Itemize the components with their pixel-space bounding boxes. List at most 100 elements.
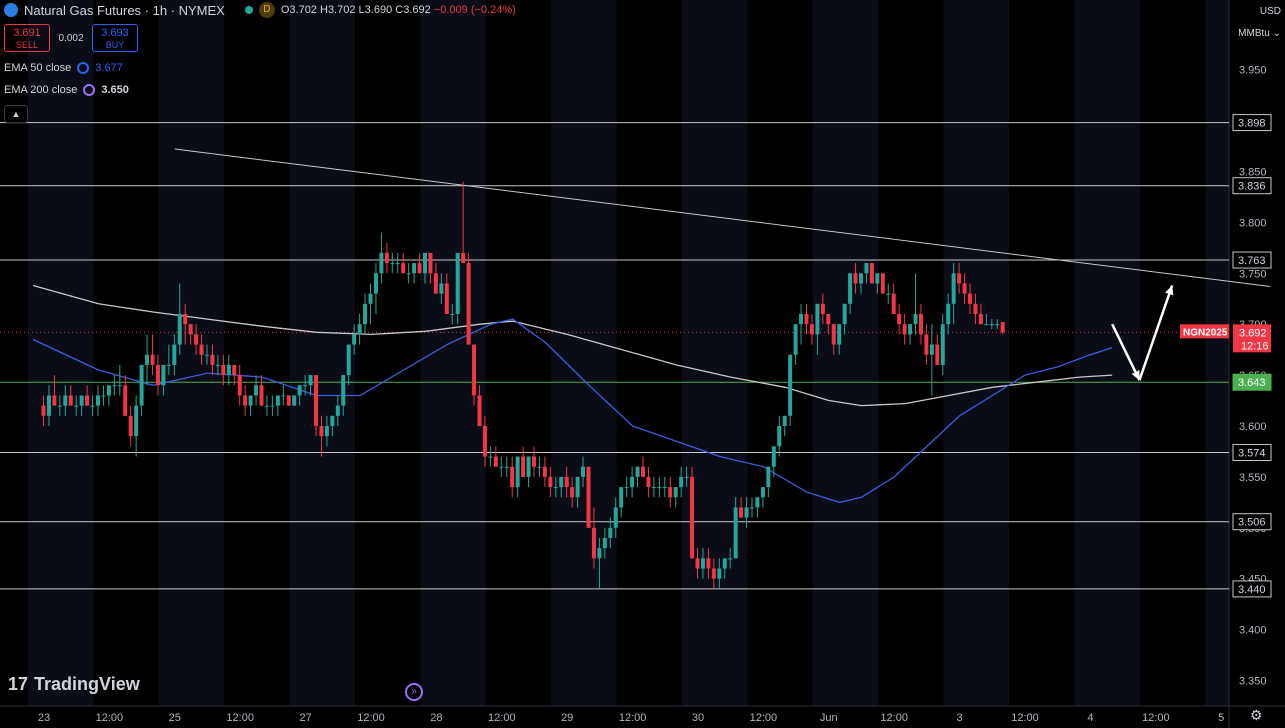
candle-body xyxy=(85,395,90,406)
candle xyxy=(134,395,139,457)
indicator-ema200[interactable]: EMA 200 close 3.650 xyxy=(4,84,129,96)
candle xyxy=(210,344,215,376)
go-to-realtime-icon[interactable]: » xyxy=(405,683,423,701)
candle-body xyxy=(777,426,782,447)
candle xyxy=(455,252,460,325)
candle xyxy=(586,466,591,528)
candle xyxy=(319,415,324,457)
time-tick-label: 12:00 xyxy=(96,712,124,724)
candle-body xyxy=(395,263,400,265)
candle-body xyxy=(417,263,422,274)
candle-body xyxy=(172,344,177,365)
unit-selector[interactable]: MMBtu ⌄ xyxy=(1238,28,1281,39)
symbol-title[interactable]: Natural Gas Futures · 1h · NYMEX xyxy=(24,2,225,18)
candle-body xyxy=(630,476,635,488)
candle xyxy=(330,415,335,437)
candle xyxy=(117,364,122,396)
candle xyxy=(809,314,814,345)
price-tick-label: 3.850 xyxy=(1239,166,1267,178)
candle xyxy=(335,395,340,426)
session-band xyxy=(551,0,617,706)
candle xyxy=(128,405,133,447)
candle-body xyxy=(902,324,907,335)
candle xyxy=(891,283,896,314)
candle-body xyxy=(79,395,84,406)
candle xyxy=(466,252,471,345)
candle xyxy=(112,375,117,396)
candle-body xyxy=(215,364,220,366)
candle-body xyxy=(537,466,542,468)
indicator-ema50[interactable]: EMA 50 close 3.677 xyxy=(4,62,123,74)
level-label: 3.836 xyxy=(1238,181,1266,193)
tradingview-logo[interactable]: 17 TradingView xyxy=(8,674,140,695)
ema50-value: 3.677 xyxy=(95,62,123,74)
candle xyxy=(744,497,749,528)
candle-body xyxy=(586,466,591,528)
candle xyxy=(166,344,171,376)
candle-body xyxy=(973,303,978,314)
arrow-line xyxy=(1111,323,1141,381)
candle xyxy=(542,456,547,488)
candle xyxy=(504,456,509,477)
candle xyxy=(379,232,384,284)
sell-button[interactable]: 3.691 SELL xyxy=(4,24,50,52)
candle xyxy=(951,263,956,325)
gear-icon[interactable]: ⚙ xyxy=(1250,707,1263,723)
candle xyxy=(771,446,776,477)
candle-body xyxy=(793,324,798,355)
candle-body xyxy=(352,334,357,345)
candle xyxy=(700,548,705,579)
time-tick-label: 12:00 xyxy=(1011,712,1039,724)
candle-body xyxy=(750,507,754,509)
collapse-legend-button[interactable]: ▲ xyxy=(4,105,28,123)
candle-body xyxy=(368,293,373,304)
candle-body xyxy=(1000,322,1005,333)
candle-body xyxy=(254,385,259,396)
candle xyxy=(929,324,934,396)
candle-body xyxy=(859,273,863,284)
candle xyxy=(79,395,84,416)
candle-body xyxy=(673,487,678,498)
candle xyxy=(646,466,651,498)
time-tick-label: 12:00 xyxy=(488,712,516,724)
candle xyxy=(472,344,477,406)
candle xyxy=(717,558,722,589)
candle xyxy=(602,527,607,559)
candle xyxy=(254,375,259,406)
candle xyxy=(357,314,362,345)
candle xyxy=(924,324,929,365)
time-tick-label: Jun xyxy=(820,712,838,724)
candle xyxy=(739,497,744,518)
candle xyxy=(482,415,487,467)
buy-button[interactable]: 3.693 BUY xyxy=(92,24,138,52)
candle xyxy=(232,364,237,386)
candle-body xyxy=(766,466,771,488)
time-tick-label: 30 xyxy=(692,712,704,724)
candle xyxy=(690,466,695,559)
candle xyxy=(237,364,242,406)
candle-body xyxy=(68,395,73,406)
candle-body xyxy=(297,385,302,396)
level-label: 3.574 xyxy=(1238,447,1266,459)
candle xyxy=(433,263,438,294)
candle xyxy=(74,395,79,416)
time-tick-label: 12:00 xyxy=(1142,712,1170,724)
candle-body xyxy=(477,395,482,426)
candle xyxy=(940,314,945,376)
candle xyxy=(417,252,422,274)
session-band xyxy=(812,0,879,706)
candle xyxy=(172,334,177,376)
candle-body xyxy=(570,487,575,498)
candle xyxy=(559,476,564,498)
candle-body xyxy=(526,456,531,477)
candle-body xyxy=(559,476,564,488)
candle xyxy=(679,466,684,498)
candle-body xyxy=(968,293,972,304)
candle-body xyxy=(597,548,602,559)
candle-body xyxy=(799,314,804,325)
candle-body xyxy=(303,385,308,387)
candle-body xyxy=(488,456,493,458)
currency-label[interactable]: USD xyxy=(1259,6,1281,17)
candle xyxy=(608,517,613,549)
